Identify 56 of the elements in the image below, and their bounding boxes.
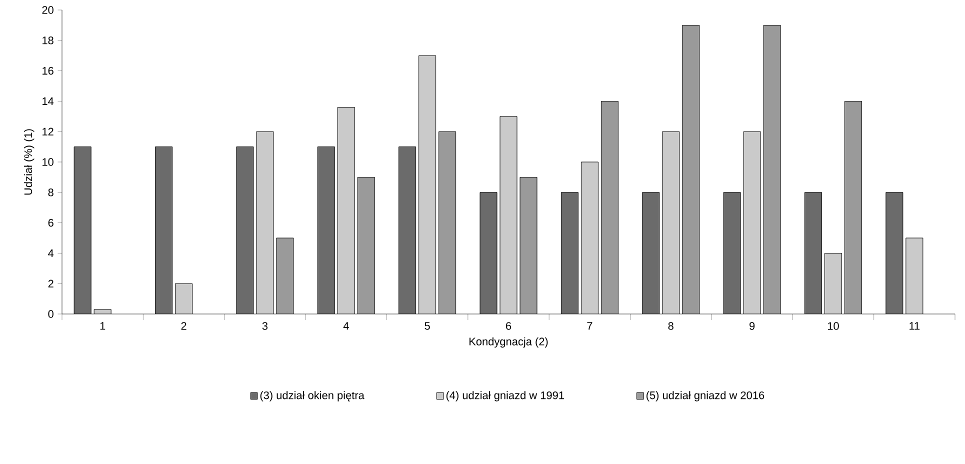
bar <box>581 162 598 314</box>
bar <box>236 146 254 314</box>
bar <box>358 177 375 314</box>
bar <box>438 132 456 314</box>
y-tick-label: 0 <box>48 310 54 318</box>
legend-label: (3) udział okien piętra <box>260 391 364 402</box>
bar <box>764 25 781 314</box>
bar <box>175 284 192 314</box>
bar <box>256 132 274 314</box>
x-tick-label: 1 <box>100 322 106 330</box>
x-tick-label: 7 <box>587 322 592 330</box>
x-tick-label: 11 <box>910 322 920 330</box>
bar <box>744 132 761 314</box>
y-tick-label: 4 <box>48 249 54 257</box>
bar <box>642 192 660 314</box>
bar <box>844 100 862 314</box>
x-tick-label: 4 <box>343 322 349 330</box>
y-tick-label: 10 <box>42 158 54 166</box>
bar <box>724 192 741 314</box>
y-tick-label: 18 <box>42 36 54 44</box>
y-tick-label: 6 <box>48 218 54 227</box>
bar <box>418 56 436 314</box>
y-tick-label: 14 <box>42 97 54 105</box>
bar <box>155 146 172 314</box>
bar <box>276 238 294 314</box>
bar <box>886 192 904 314</box>
bar <box>824 253 842 314</box>
bar <box>601 101 618 314</box>
y-tick-label: 20 <box>42 6 54 14</box>
bar <box>338 107 355 314</box>
y-tick-label: 16 <box>42 66 54 75</box>
bar <box>480 192 498 314</box>
x-tick-label: 8 <box>668 322 674 330</box>
x-tick-label: 3 <box>262 322 268 330</box>
x-axis-title: Kondygnacja (2) <box>470 337 548 348</box>
legend-label: (4) udział gniazd w 1991 <box>446 391 564 402</box>
x-tick-label: 6 <box>506 322 512 330</box>
y-tick-label: 12 <box>42 128 54 136</box>
bar <box>500 116 518 314</box>
y-tick-label: 8 <box>48 188 54 196</box>
bar <box>906 238 924 314</box>
bar <box>682 25 700 314</box>
bar <box>74 146 92 314</box>
x-tick-label: 5 <box>424 322 430 330</box>
bar <box>662 132 680 314</box>
legend-label: (5) udział gniazd w 2016 <box>646 391 764 402</box>
x-tick-label: 2 <box>181 322 186 330</box>
x-tick-label: 10 <box>828 322 839 330</box>
bar <box>318 146 335 314</box>
bar <box>804 192 822 314</box>
x-tick-label: 9 <box>750 322 755 330</box>
bar <box>561 192 578 314</box>
bar <box>520 177 538 314</box>
y-axis-title: Udział (%) (1) <box>24 129 34 195</box>
bar <box>398 146 416 314</box>
y-tick-label: 2 <box>48 280 54 288</box>
